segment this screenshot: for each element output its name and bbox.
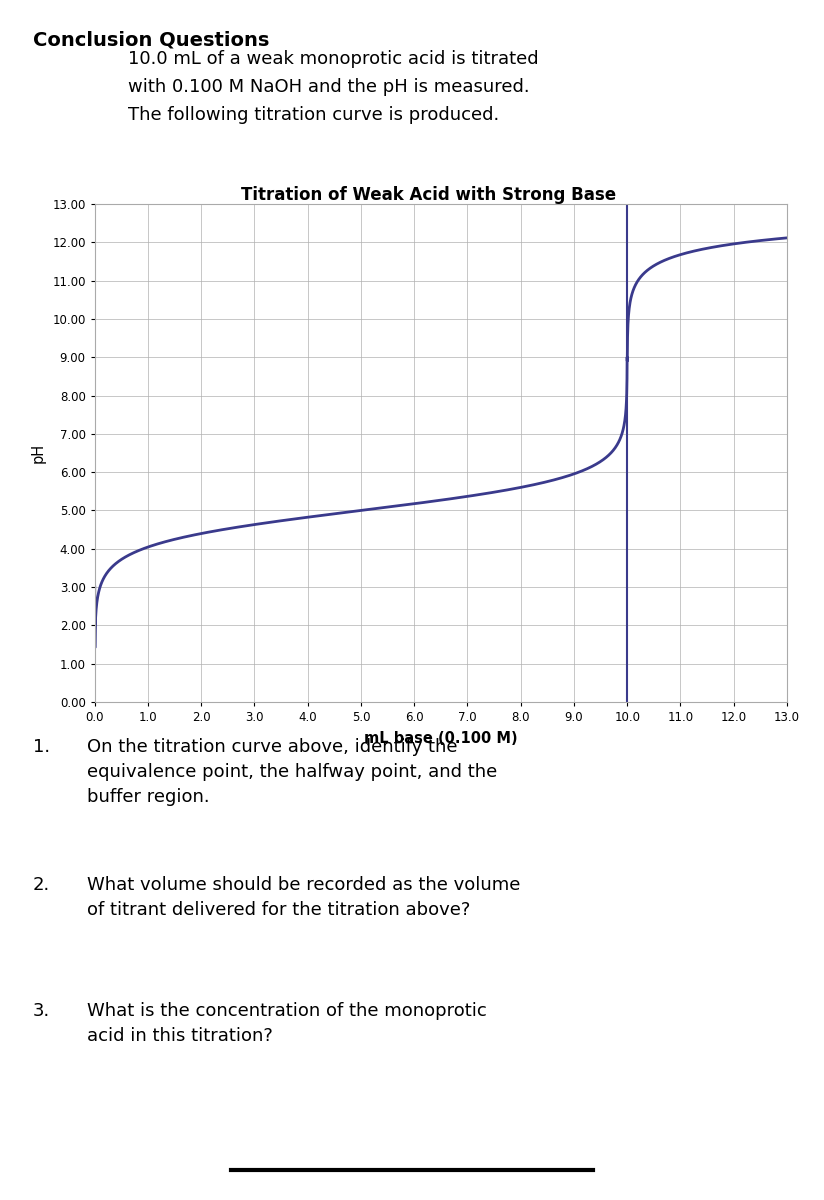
Text: Conclusion Questions: Conclusion Questions [33,30,269,49]
Text: 2.: 2. [33,876,50,894]
Text: 1.: 1. [33,738,50,756]
Text: 3.: 3. [33,1002,50,1020]
Text: The following titration curve is produced.: The following titration curve is produce… [128,106,499,124]
Text: Titration of Weak Acid with Strong Base: Titration of Weak Acid with Strong Base [241,186,616,204]
Y-axis label: pH: pH [30,443,45,463]
Text: with 0.100 M NaOH and the pH is measured.: with 0.100 M NaOH and the pH is measured… [128,78,529,96]
Text: What volume should be recorded as the volume
of titrant delivered for the titrat: What volume should be recorded as the vo… [87,876,520,919]
Text: 10.0 mL of a weak monoprotic acid is titrated: 10.0 mL of a weak monoprotic acid is tit… [128,50,538,68]
X-axis label: mL base (0.100 M): mL base (0.100 M) [364,731,517,746]
Text: What is the concentration of the monoprotic
acid in this titration?: What is the concentration of the monopro… [87,1002,486,1045]
Text: On the titration curve above, identify the
equivalence point, the halfway point,: On the titration curve above, identify t… [87,738,497,806]
